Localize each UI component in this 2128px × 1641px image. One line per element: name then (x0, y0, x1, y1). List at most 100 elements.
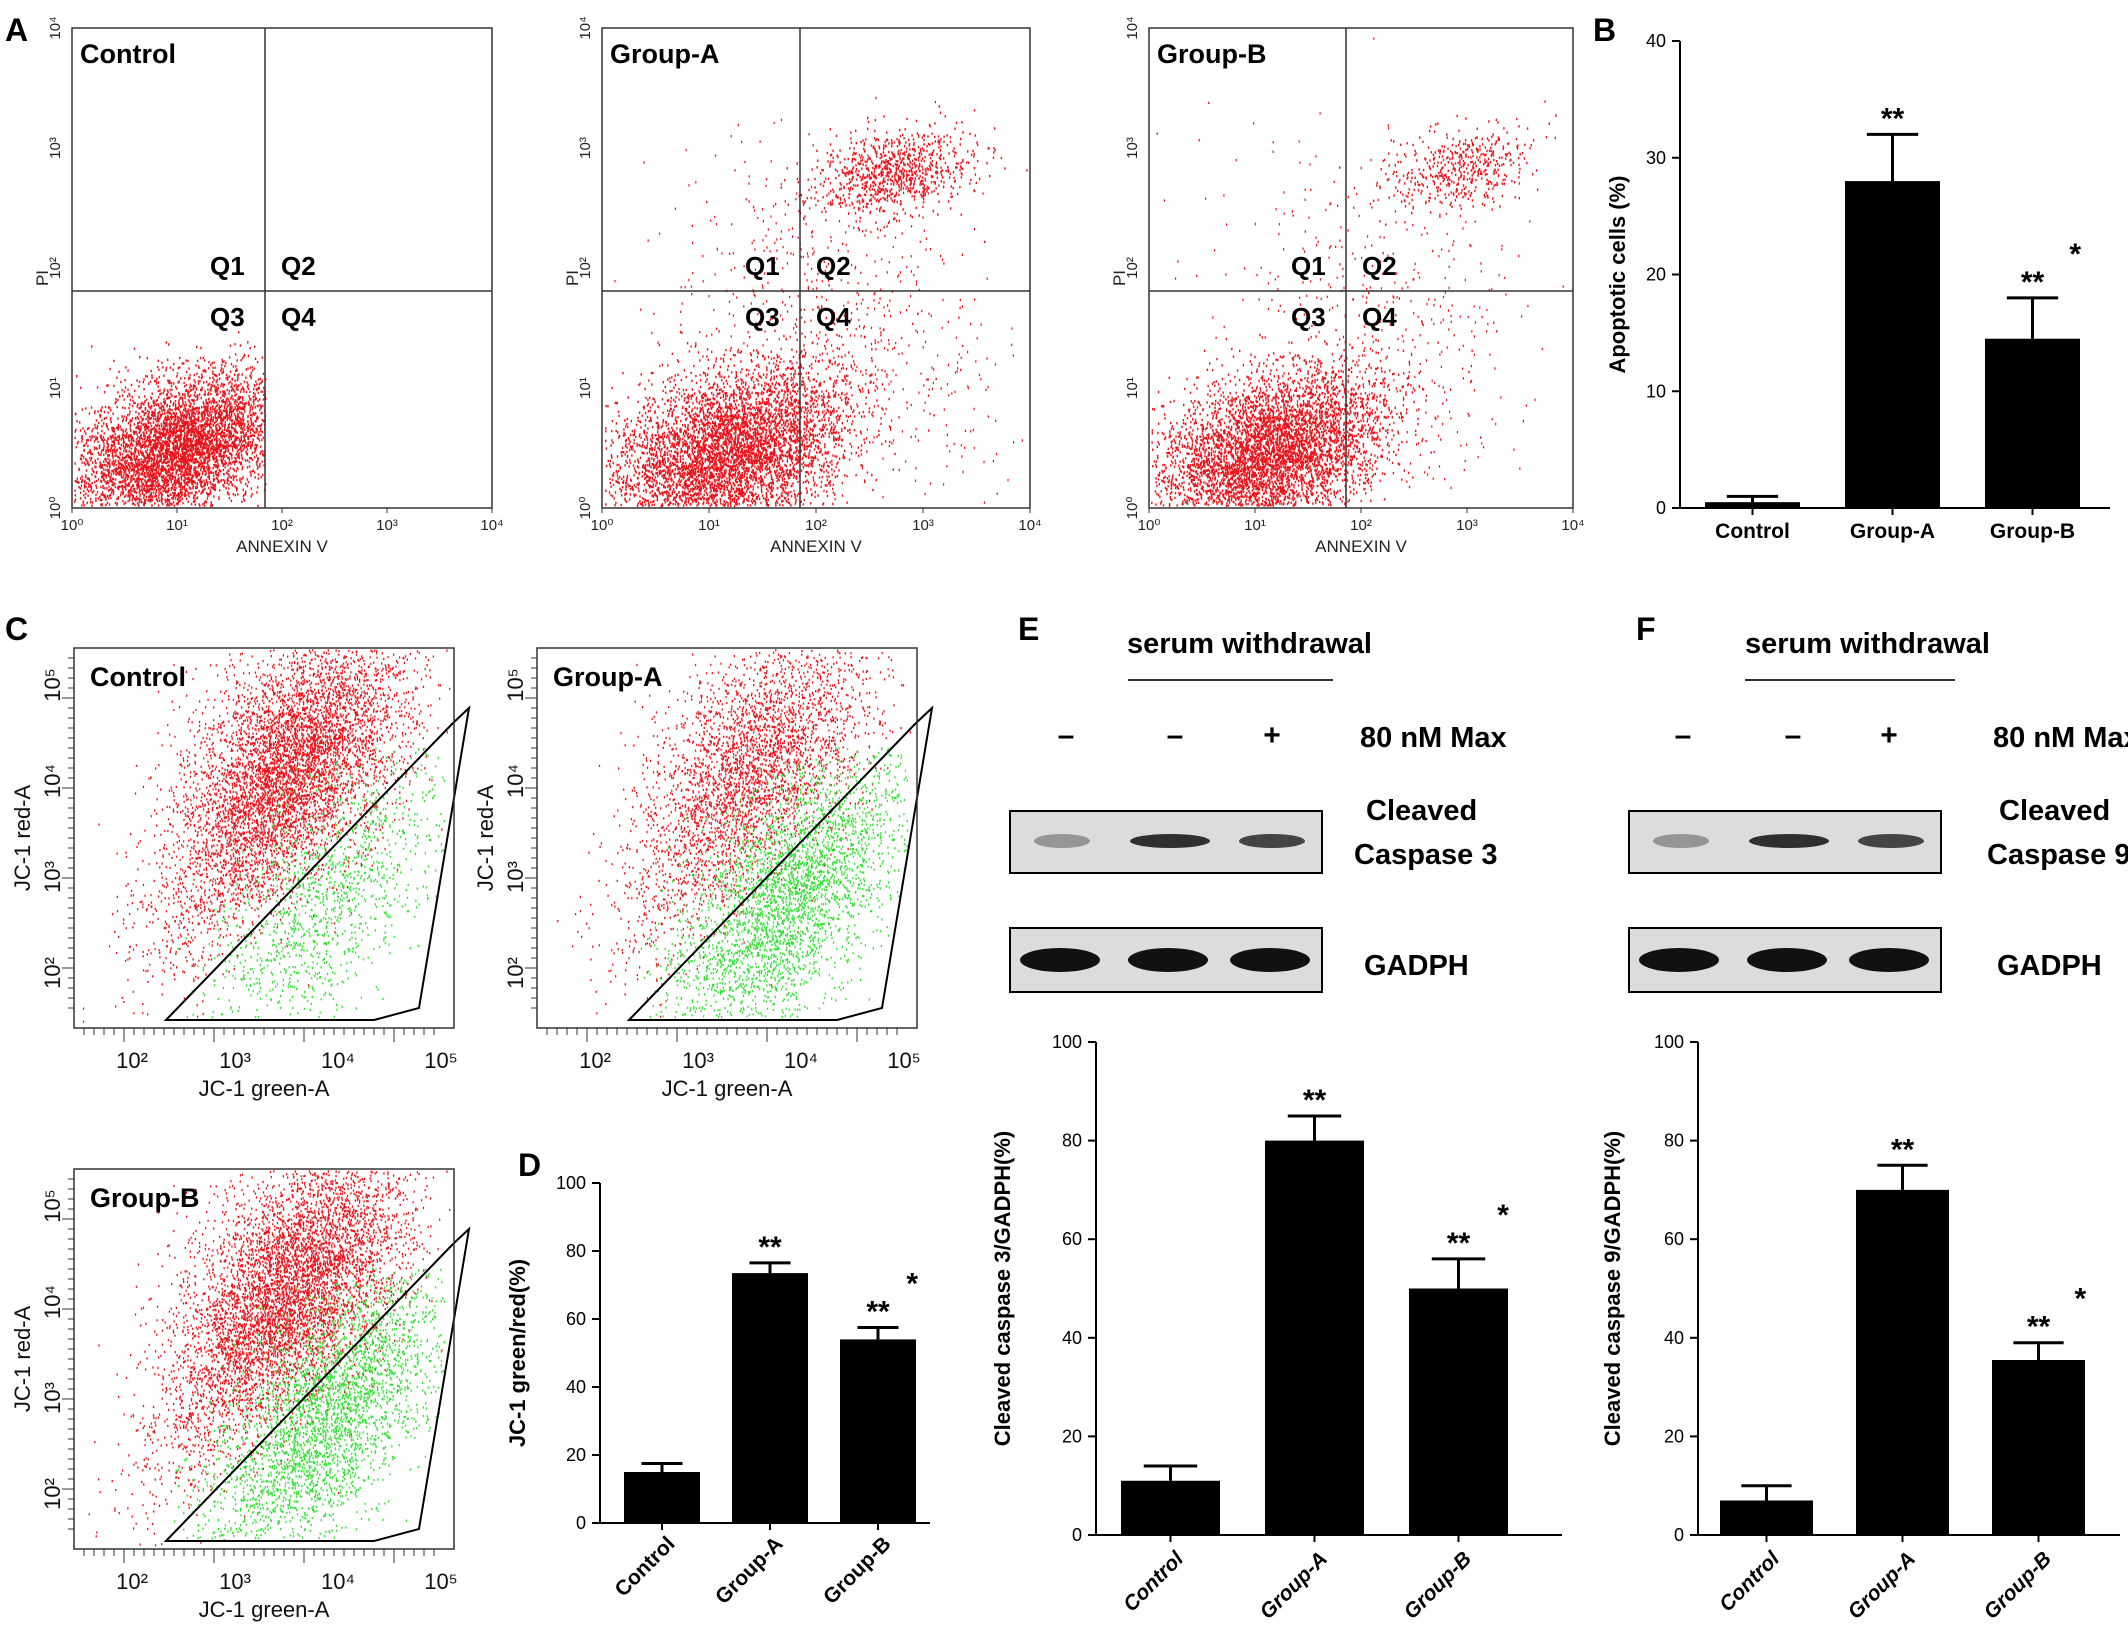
target-band (1034, 834, 1090, 848)
panel-letter-c: C (5, 611, 28, 647)
bar (1992, 1359, 2085, 1535)
jc1-frame-1 (73, 647, 455, 1029)
serum-withdrawal-header: serum withdrawal (1127, 628, 1372, 660)
panel-letter-f: F (1636, 611, 1656, 647)
jc1-x-tick-label: 10³ (219, 1048, 251, 1073)
y-tick-label: 40 (1664, 1328, 1684, 1348)
bar-chart-d: 0 20 40 60 80 100 JC-1 green/red(%) Control ** Gr… (505, 1173, 930, 1609)
x-category-label: Control (1119, 1546, 1189, 1616)
bar (1985, 338, 2080, 508)
annexin-plot-2 (601, 27, 1031, 513)
annexin-x-tick-label: 10³ (912, 517, 934, 534)
loading-control-label: GADPH (1364, 950, 1469, 982)
jc1-plot-1 (62, 647, 471, 1042)
annexin-y-tick-label: 10¹ (47, 377, 64, 399)
treatment-sign: – (1058, 719, 1075, 752)
jc1-y-tick-label: 10⁵ (503, 668, 528, 702)
y-tick-label: 0 (1656, 498, 1666, 518)
y-tick-label: 30 (1646, 148, 1666, 168)
jc1-red-events-1 (82, 649, 451, 1023)
loading-band (1849, 948, 1929, 972)
annexin-x-axis-label: ANNEXIN V (1315, 537, 1407, 556)
annexin-x-tick-label: 10⁴ (1018, 517, 1041, 534)
annexin-x-tick-label: 10⁰ (1138, 517, 1161, 534)
quadrant-label-q2: Q2 (1362, 251, 1397, 281)
jc1-gate-polygon (163, 1226, 471, 1542)
annexin-y-tick-label: 10² (47, 257, 64, 279)
panel-letter-b: B (1593, 12, 1616, 48)
bar-chart-e: 0 20 40 60 80 100 Cleaved caspase 3/GADPH(%) Co… (990, 1032, 1562, 1624)
western-blot-f: serum withdrawal – – +80 nM Max Cleaved Caspa… (1628, 628, 2128, 993)
annexin-plot-1 (71, 27, 493, 513)
x-category-label: Group-A (1844, 1547, 1920, 1623)
loading-band (1747, 948, 1827, 972)
y-axis-label: JC-1 green/red(%) (505, 1259, 530, 1447)
annexin-y-tick-label: 10⁴ (1124, 16, 1141, 39)
jc1-x-tick-label: 10⁴ (321, 1048, 355, 1073)
scatter-layer (74, 37, 1564, 1547)
annexin-plot-3 (1148, 27, 1574, 513)
jc1-red-events-2 (557, 649, 911, 1018)
jc1-x-tick-label: 10² (116, 1048, 148, 1073)
y-tick-label: 60 (1664, 1229, 1684, 1249)
significance-marker: ** (1891, 1133, 1915, 1166)
jc1-green-events-1 (177, 747, 445, 1019)
target-band (1749, 834, 1829, 848)
annexin-x-tick-label: 10⁴ (1561, 517, 1584, 534)
significance-marker: * (906, 1268, 918, 1301)
annexin-y-tick-label: 10⁴ (577, 16, 594, 39)
jc1-plot-title: Control (90, 662, 186, 692)
jc1-y-tick-label: 10² (40, 957, 65, 989)
jc1-x-tick-label: 10⁴ (321, 1569, 355, 1594)
x-category-label: Group-A (1256, 1547, 1332, 1623)
treatment-label: 80 nM Max (1360, 722, 1507, 754)
y-tick-label: 0 (576, 1513, 586, 1533)
jc1-y-tick-label: 10⁵ (40, 668, 65, 702)
bar (1720, 1500, 1813, 1535)
y-tick-label: 20 (1062, 1426, 1082, 1446)
loading-band (1230, 948, 1310, 972)
annexin-x-tick-label: 10³ (376, 517, 398, 534)
jc1-y-tick-label: 10³ (40, 1382, 65, 1414)
significance-marker: ** (1303, 1084, 1327, 1117)
jc1-y-axis-label: JC-1 red-A (10, 784, 35, 891)
quadrant-label-q4: Q4 (816, 302, 851, 332)
jc1-y-tick-label: 10⁴ (40, 764, 65, 798)
target-band (1858, 834, 1924, 848)
quadrant-label-q1: Q1 (1291, 251, 1326, 281)
y-tick-label: 100 (1052, 1032, 1082, 1052)
treatment-sign: – (1785, 719, 1802, 752)
western-blots-layer: serum withdrawal – – +80 nM Max Cleaved Caspa… (1009, 628, 2128, 993)
y-tick-label: 20 (1646, 265, 1666, 285)
annexin-y-axis-label: PI (1110, 270, 1129, 286)
annexin-x-tick-label: 10⁰ (61, 517, 84, 534)
jc1-plot-title: Group-A (553, 662, 662, 692)
treatment-sign: – (1167, 719, 1184, 752)
x-category-label: Control (1715, 520, 1790, 543)
annexin-plot-title: Control (80, 39, 176, 69)
jc1-y-tick-label: 10⁴ (40, 1285, 65, 1319)
loading-band (1639, 948, 1719, 972)
annexin-plot-title: Group-A (610, 39, 719, 69)
quadrant-label-q3: Q3 (745, 302, 780, 332)
annexin-y-tick-label: 10³ (1124, 137, 1141, 159)
y-tick-label: 40 (566, 1377, 586, 1397)
x-category-label: Group-B (1990, 520, 2075, 543)
annexin-x-axis-label: ANNEXIN V (770, 537, 862, 556)
annexin-x-tick-label: 10⁰ (591, 517, 614, 534)
annexin-y-tick-label: 10⁰ (1124, 497, 1141, 520)
jc1-x-tick-label: 10⁵ (424, 1048, 458, 1073)
annexin-y-tick-label: 10⁴ (47, 16, 64, 39)
y-axis-label: Apoptotic cells (%) (1605, 175, 1630, 373)
treatment-sign: + (1880, 719, 1898, 752)
annexin-x-tick-label: 10⁴ (480, 517, 503, 534)
y-tick-label: 10 (1646, 381, 1666, 401)
y-axis-label: Cleaved caspase 9/GADPH(%) (1600, 1131, 1625, 1446)
significance-marker: * (2075, 1283, 2087, 1316)
annexin-y-tick-label: 10⁰ (577, 497, 594, 520)
target-band (1653, 834, 1709, 848)
annexin-events-1 (74, 331, 267, 507)
quadrant-label-q4: Q4 (281, 302, 316, 332)
